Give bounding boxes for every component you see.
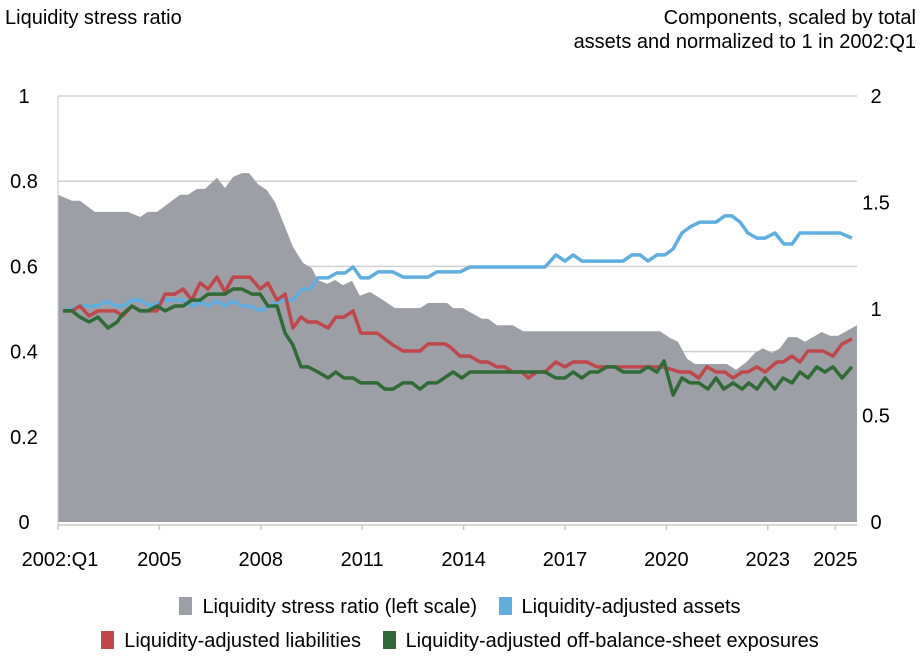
- x-tick-label: 2008: [239, 549, 284, 571]
- legend-label: Liquidity-adjusted liabilities: [124, 630, 361, 652]
- series-line-liabilities: [63, 275, 853, 380]
- left-axis-title: Liquidity stress ratio: [5, 7, 182, 29]
- right-tick-label: 1: [870, 299, 881, 321]
- legend-swatch-gray: [179, 597, 193, 615]
- x-tick-label: 2025: [813, 549, 858, 571]
- right-tick-label: 1.5: [862, 193, 890, 215]
- legend-label: Liquidity-adjusted off-balance-sheet exp…: [405, 630, 819, 652]
- right-axis-title-line-2: assets and normalized to 1 in 2002:Q1: [573, 31, 916, 53]
- x-tick-label: 2005: [137, 549, 182, 571]
- legend-row-2: Liquidity-adjusted liabilities Liquidity…: [0, 629, 920, 653]
- left-tick-label: 0.2: [10, 427, 38, 449]
- x-tick-label: 2017: [543, 549, 588, 571]
- x-tick-label: 2014: [441, 549, 486, 571]
- legend-item-off-balance-sheet: Liquidity-adjusted off-balance-sheet exp…: [382, 629, 819, 653]
- legend-label: Liquidity-adjusted assets: [521, 596, 741, 618]
- series-line-off-balance-sheet: [63, 287, 854, 397]
- right-tick-label: 2: [870, 86, 881, 108]
- right-tick-label: 0: [870, 512, 881, 534]
- legend-swatch-blue: [498, 597, 512, 615]
- legend-item-assets: Liquidity-adjusted assets: [498, 595, 741, 619]
- x-tick-label: 2020: [644, 549, 689, 571]
- right-tick-label: 0.5: [862, 406, 890, 428]
- legend-item-liabilities: Liquidity-adjusted liabilities: [101, 629, 361, 653]
- legend-row-1: Liquidity stress ratio (left scale) Liqu…: [0, 595, 920, 619]
- right-axis-title-line-1: Components, scaled by total: [663, 7, 916, 29]
- x-tick-label: 2002:Q1: [22, 549, 99, 571]
- x-tick-label: 2011: [341, 549, 384, 571]
- left-tick-label: 0: [18, 512, 29, 534]
- legend-swatch-red: [101, 631, 115, 649]
- legend-item-stress-ratio: Liquidity stress ratio (left scale): [179, 595, 477, 619]
- right-axis-title: Components, scaled by total assets and n…: [574, 6, 916, 54]
- legend-label: Liquidity stress ratio (left scale): [202, 596, 477, 618]
- legend-swatch-green: [382, 631, 396, 649]
- left-tick-label: 1: [18, 86, 29, 108]
- left-tick-label: 0.6: [10, 256, 38, 278]
- series-line-assets: [62, 214, 853, 313]
- left-tick-label: 0.4: [10, 342, 38, 364]
- left-tick-label: 0.8: [10, 171, 38, 193]
- x-tick-label: 2023: [746, 549, 791, 571]
- series-area-stress-ratio: [58, 173, 857, 522]
